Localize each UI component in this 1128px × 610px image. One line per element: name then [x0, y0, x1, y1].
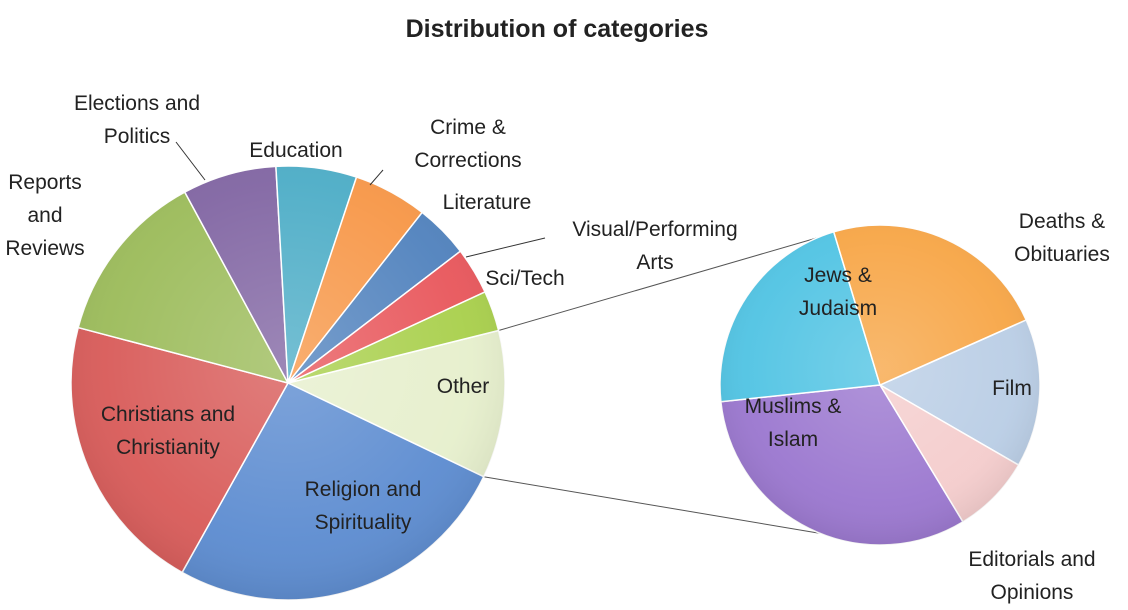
- main-label-literature: Literature: [443, 191, 532, 214]
- chart-title: Distribution of categories: [406, 15, 709, 43]
- main-label-christians-and-christianity: Christians and Christianity: [101, 403, 235, 459]
- main-label-elections-and-politics: Elections and Politics: [74, 92, 200, 148]
- main-label-reports-and-reviews: Reports and Reviews: [5, 171, 84, 260]
- main-pie-labels: Other Religion and Spirituality Christians …: [5, 92, 737, 534]
- breakout-label-muslims-islam: Muslims & Islam: [745, 395, 842, 451]
- main-label-other: Other: [437, 375, 490, 398]
- main-label-religion-and-spirituality: Religion and Spirituality: [305, 478, 422, 534]
- main-label-visual-performing-arts: Visual/Performing Arts: [572, 218, 737, 274]
- main-leader-crime-corrections: [369, 169, 384, 186]
- breakout-label-film: Film: [992, 377, 1032, 400]
- main-label-education: Education: [249, 139, 342, 162]
- breakout-label-jews-judaism: Jews & Judaism: [799, 264, 877, 320]
- main-label-crime-corrections: Crime & Corrections: [414, 116, 521, 172]
- main-label-sci-tech: Sci/Tech: [485, 267, 564, 290]
- breakout-label-editorials-and-opinions: Editorials and Opinions: [968, 548, 1095, 604]
- breakout-pie-labels: Deaths & Obituaries Film Editorials and Opin…: [745, 210, 1110, 604]
- main-leader-elections-and-politics: [175, 141, 206, 181]
- breakout-label-deaths-obituaries: Deaths & Obituaries: [1014, 210, 1110, 266]
- main-leader-visual-performing-arts: [465, 237, 546, 258]
